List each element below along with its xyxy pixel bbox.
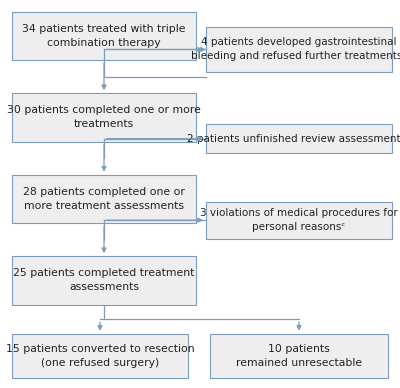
FancyBboxPatch shape: [12, 256, 196, 305]
Text: 2 patients unfinished review assessmentsᵇ: 2 patients unfinished review assessments…: [187, 134, 400, 144]
Text: 25 patients completed treatment
assessments: 25 patients completed treatment assessme…: [13, 268, 195, 292]
Text: 30 patients completed one or more
treatments: 30 patients completed one or more treatm…: [7, 106, 201, 129]
Text: 28 patients completed one or
more treatment assessments: 28 patients completed one or more treatm…: [23, 187, 185, 211]
FancyBboxPatch shape: [206, 202, 392, 239]
FancyBboxPatch shape: [210, 334, 388, 378]
FancyBboxPatch shape: [12, 175, 196, 223]
FancyBboxPatch shape: [206, 124, 392, 153]
Text: 3 violations of medical procedures for
personal reasonsᶜ: 3 violations of medical procedures for p…: [200, 208, 398, 232]
Text: 4 patients developed gastrointestinal
bleeding and refused further treatmentsᵃ: 4 patients developed gastrointestinal bl…: [191, 38, 400, 61]
Text: 10 patients
remained unresectable: 10 patients remained unresectable: [236, 344, 362, 368]
FancyBboxPatch shape: [12, 93, 196, 142]
FancyBboxPatch shape: [12, 334, 188, 378]
Text: 15 patients converted to resection
(one refused surgery): 15 patients converted to resection (one …: [6, 344, 194, 368]
FancyBboxPatch shape: [12, 12, 196, 60]
Text: 34 patients treated with triple
combination therapy: 34 patients treated with triple combinat…: [22, 24, 186, 48]
FancyBboxPatch shape: [206, 27, 392, 72]
